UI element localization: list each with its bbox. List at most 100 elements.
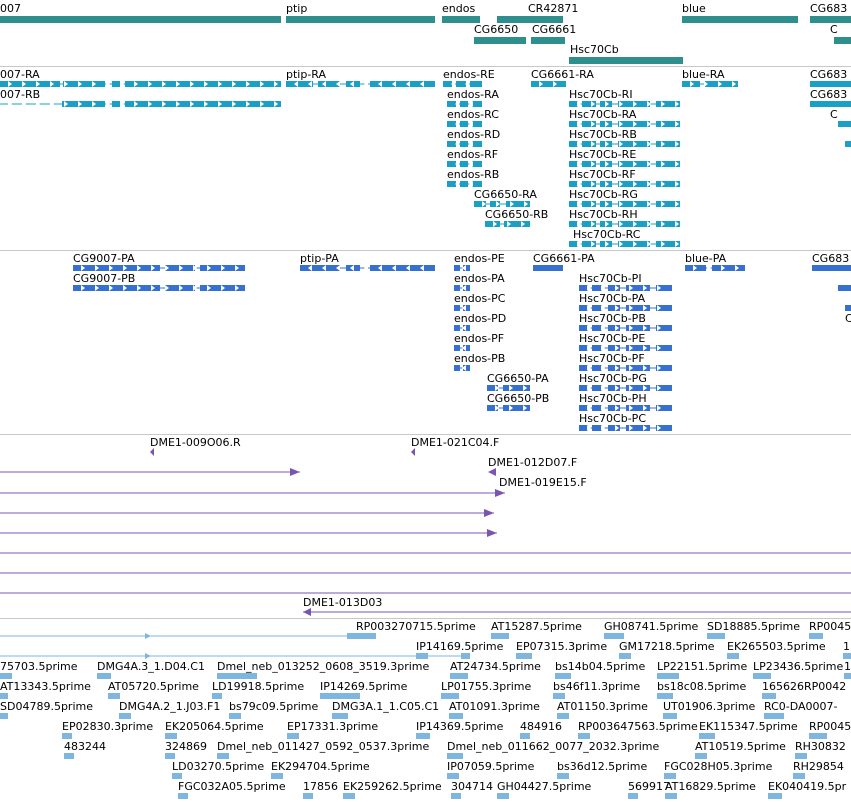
protein-hsc70cb-exon[interactable]	[579, 285, 588, 291]
protein-cg6650-pb-exon[interactable]	[503, 405, 530, 411]
protein-hsc70cb-exon[interactable]	[608, 425, 620, 431]
est-block[interactable]	[843, 653, 851, 659]
est-block[interactable]	[212, 693, 222, 699]
protein-hsc70cb-exon[interactable]	[656, 285, 672, 291]
gene-endos[interactable]	[442, 16, 480, 23]
est-block[interactable]	[97, 673, 111, 679]
transcript-hsc70cb-exon[interactable]	[618, 101, 650, 107]
protein-hsc70cb-exon[interactable]	[626, 285, 650, 291]
est-block[interactable]	[217, 753, 229, 759]
transcript-endos-re-exon[interactable]	[443, 81, 452, 87]
protein-hsc70cb-exon[interactable]	[656, 325, 672, 331]
est-block[interactable]	[578, 733, 590, 739]
transcript-cg6650-rb-exon[interactable]	[485, 221, 500, 227]
transcript-hsc70cb-exon[interactable]	[569, 241, 578, 247]
protein-endos-exon[interactable]	[463, 265, 470, 271]
protein-endos-exon[interactable]	[463, 365, 470, 371]
transcript-hsc70cb-exon[interactable]	[569, 161, 578, 167]
transcript-c[interactable]	[845, 141, 851, 147]
transcript-hsc70cb-exon[interactable]	[582, 181, 596, 187]
protein-hsc70cb-exon[interactable]	[579, 425, 588, 431]
est-block[interactable]	[695, 753, 707, 759]
transcript-hsc70cb-exon[interactable]	[656, 221, 680, 227]
est-block[interactable]	[664, 773, 676, 779]
est-block[interactable]	[287, 733, 299, 739]
est-block[interactable]	[178, 793, 188, 799]
protein-hsc70cb-exon[interactable]	[592, 325, 602, 331]
transcript-007-ra-exon[interactable]	[112, 81, 120, 87]
est-block[interactable]	[557, 713, 569, 719]
est-block[interactable]	[165, 733, 177, 739]
transcript-hsc70cb-exon[interactable]	[656, 201, 680, 207]
transcript-ptip-ra-exon[interactable]	[370, 81, 435, 87]
gene-cg683[interactable]	[810, 16, 851, 23]
est-block[interactable]	[795, 753, 807, 759]
transcript-hsc70cb-exon[interactable]	[600, 121, 612, 127]
transcript-endos-exon[interactable]	[460, 121, 468, 127]
protein-cg9007-pa-exon[interactable]	[73, 265, 160, 271]
transcript-endos-exon[interactable]	[472, 141, 482, 147]
est-block[interactable]	[555, 673, 571, 679]
protein-hsc70cb-exon[interactable]	[579, 365, 588, 371]
protein-hsc70cb-exon[interactable]	[608, 325, 620, 331]
transcript-endos-exon[interactable]	[460, 101, 468, 107]
est-block[interactable]	[628, 793, 638, 799]
transcript-hsc70cb-exon[interactable]	[582, 161, 596, 167]
est-block[interactable]	[491, 633, 509, 639]
protein-hsc70cb-exon[interactable]	[608, 365, 620, 371]
transcript-hsc70cb-exon[interactable]	[569, 181, 578, 187]
protein-endos-exon[interactable]	[454, 365, 460, 371]
transcript-hsc70cb-exon[interactable]	[656, 101, 680, 107]
protein-endos-exon[interactable]	[463, 305, 470, 311]
protein-hsc70cb-exon[interactable]	[579, 405, 588, 411]
transcript-hsc70cb-exon[interactable]	[618, 201, 650, 207]
protein-hsc70cb-exon[interactable]	[592, 285, 602, 291]
est-block[interactable]	[753, 673, 771, 679]
transcript-007-rb-exon[interactable]	[112, 101, 120, 107]
protein-hsc70cb-exon[interactable]	[626, 365, 650, 371]
est-block[interactable]	[451, 793, 461, 799]
gene-c-partial[interactable]	[834, 37, 851, 44]
transcript-blue-ra-exon[interactable]	[705, 81, 738, 87]
est-block[interactable]	[303, 793, 313, 799]
transcript-endos-exon[interactable]	[460, 161, 468, 167]
transcript-endos-exon[interactable]	[447, 121, 456, 127]
protein-hsc70cb-exon[interactable]	[656, 345, 672, 351]
clone-end-marker[interactable]	[411, 448, 415, 456]
est-block[interactable]	[707, 633, 725, 639]
transcript-endos-exon[interactable]	[460, 141, 468, 147]
transcript-blue-ra-exon[interactable]	[682, 81, 700, 87]
transcript-hsc70cb-exon[interactable]	[600, 201, 612, 207]
est-block[interactable]	[416, 653, 428, 659]
est-block[interactable]	[449, 713, 463, 719]
transcript-endos-exon[interactable]	[472, 161, 482, 167]
protein-c[interactable]	[845, 305, 851, 311]
clone-end-marker[interactable]	[488, 468, 496, 476]
protein-ptip-pa-exon[interactable]	[300, 265, 340, 271]
gene-cg9007[interactable]	[0, 16, 281, 23]
protein-hsc70cb-exon[interactable]	[608, 345, 620, 351]
transcript-hsc70cb-exon[interactable]	[582, 201, 596, 207]
est-block[interactable]	[657, 693, 673, 699]
protein-hsc70cb-exon[interactable]	[579, 345, 588, 351]
est-block[interactable]	[699, 733, 715, 739]
protein-hsc70cb-exon[interactable]	[608, 305, 620, 311]
transcript-hsc70cb-exon[interactable]	[600, 141, 612, 147]
protein-cg6650-pa-exon[interactable]	[503, 385, 530, 391]
est-block[interactable]	[764, 713, 784, 719]
protein-ptip-pa-exon[interactable]	[346, 265, 360, 271]
gene-cg6661[interactable]	[531, 37, 565, 44]
protein-hsc70cb-exon[interactable]	[608, 285, 620, 291]
protein-hsc70cb-exon[interactable]	[592, 405, 602, 411]
protein-hsc70cb-exon[interactable]	[656, 305, 672, 311]
transcript-hsc70cb-exon[interactable]	[618, 241, 650, 247]
protein-ptip-pa-exon[interactable]	[370, 265, 435, 271]
est-block[interactable]	[119, 713, 131, 719]
protein-blue-pa-exon[interactable]	[712, 265, 745, 271]
transcript-cg683[interactable]	[810, 81, 851, 87]
protein-hsc70cb-exon[interactable]	[626, 385, 650, 391]
transcript-endos-exon[interactable]	[460, 181, 468, 187]
est-block[interactable]	[497, 793, 509, 799]
est-line-block[interactable]	[347, 633, 356, 639]
transcript-cg6650-rb-exon[interactable]	[504, 221, 530, 227]
